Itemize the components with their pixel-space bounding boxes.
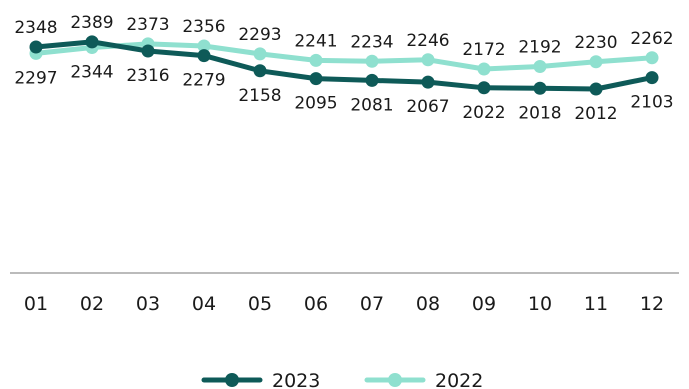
data-point-2022-12: [645, 51, 659, 65]
x-tick-label-04: 04: [192, 293, 216, 315]
legend-item-2022: 2022: [364, 370, 483, 389]
data-label-2023-03: 2316: [126, 66, 169, 86]
x-tick-label-01: 01: [24, 293, 48, 315]
data-label-2023-11: 2012: [574, 104, 617, 124]
x-tick-label-07: 07: [360, 293, 384, 315]
data-label-2022-09: 2172: [462, 40, 505, 60]
x-tick-label-06: 06: [304, 293, 328, 315]
x-tick-label-11: 11: [584, 293, 608, 315]
series-layer: 2348 2297 2389 2344 2316 2373 2279 2356 2158 2293…: [14, 13, 673, 124]
series-line-2023: [33, 39, 655, 92]
data-point-2022-05: [253, 47, 267, 61]
data-label-2022-01: 2297: [14, 68, 57, 88]
data-label-2023-08: 2067: [406, 97, 449, 117]
data-point-2023-05: [253, 64, 267, 78]
data-label-2023-04: 2279: [182, 71, 225, 91]
data-label-2023-12: 2103: [630, 93, 673, 113]
data-point-2022-04: [197, 39, 211, 53]
legend: 2023 2022: [201, 370, 483, 389]
data-label-2023-01: 2348: [14, 18, 57, 38]
series-line-2022: [33, 41, 655, 72]
series-2022: [29, 37, 659, 76]
legend-swatch-dot-2022: [388, 373, 402, 387]
data-point-2022-10: [533, 60, 547, 73]
data-label-2023-09: 2022: [462, 103, 505, 123]
data-point-2023-08: [421, 75, 435, 89]
data-label-2023-10: 2018: [518, 103, 561, 123]
data-label-2022-11: 2230: [574, 33, 617, 53]
data-point-2023-11: [589, 82, 603, 96]
data-point-2022-08: [421, 53, 435, 67]
data-label-2023-05: 2158: [238, 86, 281, 106]
series-2023: [29, 35, 659, 96]
legend-swatch-dot-2023: [225, 373, 239, 387]
data-point-2023-02: [85, 35, 99, 49]
data-label-2022-04: 2356: [182, 17, 225, 37]
data-point-2022-09: [477, 62, 491, 76]
data-point-2022-11: [589, 55, 603, 69]
data-label-2022-12: 2262: [630, 29, 673, 49]
legend-label-2023: 2023: [272, 370, 320, 389]
data-point-2022-07: [365, 54, 379, 68]
x-tick-label-08: 08: [416, 293, 440, 315]
data-point-2022-06: [309, 53, 323, 67]
x-tick-label-12: 12: [640, 293, 664, 315]
data-label-2023-06: 2095: [294, 94, 337, 114]
data-point-2023-10: [533, 81, 547, 95]
x-tick-label-02: 02: [80, 293, 104, 315]
data-point-2023-12: [645, 71, 659, 85]
data-label-2022-05: 2293: [238, 25, 281, 45]
data-label-2022-08: 2246: [406, 31, 449, 51]
x-tick-label-03: 03: [136, 293, 160, 315]
data-label-2023-07: 2081: [350, 95, 393, 115]
data-label-2022-10: 2192: [518, 38, 561, 58]
data-point-2023-07: [365, 73, 379, 87]
x-tick-label-10: 10: [528, 293, 552, 315]
legend-label-2022: 2022: [435, 370, 483, 389]
data-point-2023-01: [29, 40, 43, 54]
x-tick-label-09: 09: [472, 293, 496, 315]
x-tick-label-05: 05: [248, 293, 272, 315]
data-point-2023-06: [309, 72, 323, 86]
data-label-2022-06: 2241: [294, 31, 337, 51]
data-label-2022-07: 2234: [350, 32, 393, 52]
data-label-2022-03: 2373: [126, 15, 169, 35]
data-point-2023-03: [141, 44, 155, 58]
legend-item-2023: 2023: [201, 370, 320, 389]
data-point-2023-09: [477, 81, 491, 95]
data-label-2022-02: 2344: [70, 63, 113, 83]
x-tick-labels: 01 02 03 04 05 06 07 08 09 10 11 12: [24, 293, 664, 315]
data-label-2023-02: 2389: [70, 13, 113, 33]
data-point-2023-04: [197, 49, 211, 63]
